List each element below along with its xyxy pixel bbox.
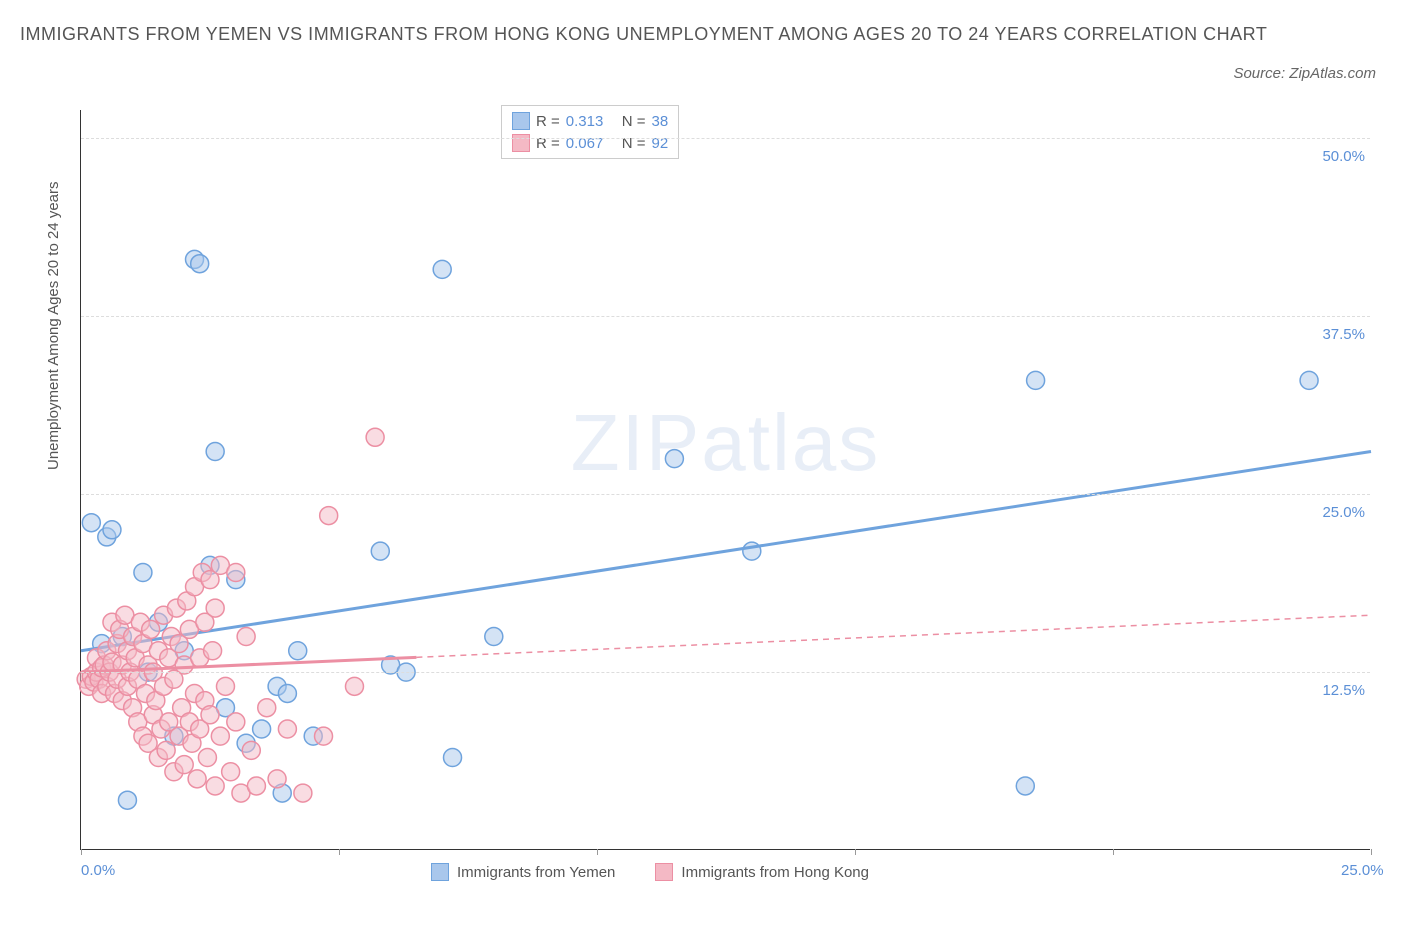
gridline bbox=[81, 316, 1370, 317]
y-tick-label: 25.0% bbox=[1322, 504, 1365, 521]
x-tick bbox=[597, 849, 598, 855]
swatch-yemen-b bbox=[431, 863, 449, 881]
y-tick-label: 37.5% bbox=[1322, 326, 1365, 343]
legend-series: Immigrants from Yemen Immigrants from Ho… bbox=[431, 863, 869, 881]
y-tick-label: 12.5% bbox=[1322, 682, 1365, 699]
plot-area: ZIPatlas R = 0.313 N = 38 R = 0.067 N = … bbox=[80, 110, 1370, 850]
plot-svg bbox=[81, 110, 1370, 849]
legend-item-yemen: Immigrants from Yemen bbox=[431, 863, 615, 881]
gridline bbox=[81, 494, 1370, 495]
x-tick bbox=[339, 849, 340, 855]
gridline bbox=[81, 672, 1370, 673]
x-tick bbox=[81, 849, 82, 855]
correlation-chart: IMMIGRANTS FROM YEMEN VS IMMIGRANTS FROM… bbox=[20, 20, 1386, 910]
swatch-hongkong-b bbox=[655, 863, 673, 881]
x-tick bbox=[855, 849, 856, 855]
x-tick bbox=[1113, 849, 1114, 855]
y-tick-label: 50.0% bbox=[1322, 148, 1365, 165]
source-label: Source: ZipAtlas.com bbox=[1233, 65, 1376, 82]
gridline bbox=[81, 138, 1370, 139]
x-tick bbox=[1371, 849, 1372, 855]
legend-item-hongkong: Immigrants from Hong Kong bbox=[655, 863, 869, 881]
x-tick-label: 25.0% bbox=[1341, 862, 1384, 879]
chart-title: IMMIGRANTS FROM YEMEN VS IMMIGRANTS FROM… bbox=[20, 20, 1386, 49]
y-axis-label: Unemployment Among Ages 20 to 24 years bbox=[45, 181, 62, 470]
x-tick-label: 0.0% bbox=[81, 862, 115, 879]
